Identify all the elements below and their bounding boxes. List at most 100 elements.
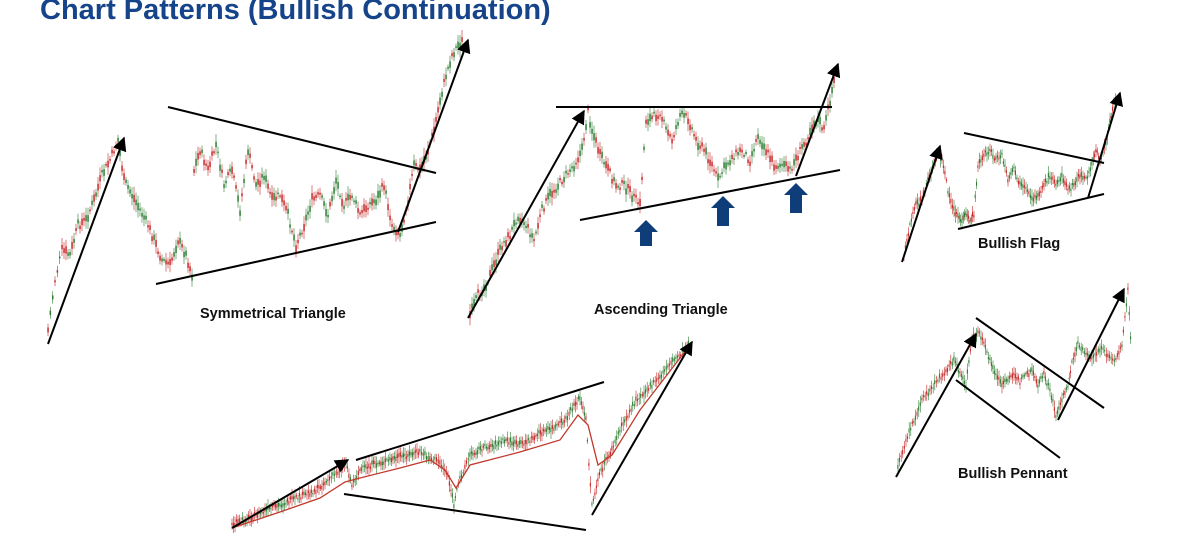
candle-body bbox=[213, 151, 215, 154]
candle-body bbox=[363, 465, 365, 468]
candle-body bbox=[783, 161, 785, 168]
candle-body bbox=[496, 444, 498, 447]
candle-body bbox=[417, 452, 419, 455]
candle-body bbox=[179, 237, 181, 244]
candle-body bbox=[897, 465, 899, 469]
candle-body bbox=[346, 466, 348, 469]
candle-body bbox=[638, 398, 640, 400]
candle-body bbox=[641, 394, 643, 396]
candle-body bbox=[1083, 351, 1085, 355]
candle-body bbox=[505, 240, 507, 247]
candle-body bbox=[369, 466, 371, 470]
candle-body bbox=[261, 510, 263, 514]
candle-body bbox=[1071, 360, 1073, 363]
candle-body bbox=[654, 380, 656, 383]
candle-body bbox=[390, 457, 392, 463]
candle-body bbox=[1127, 287, 1129, 290]
candle-body bbox=[633, 404, 635, 407]
candle-body bbox=[1056, 410, 1058, 414]
candle-body bbox=[335, 177, 337, 184]
candle-body bbox=[453, 52, 455, 58]
candle-body bbox=[1061, 398, 1063, 403]
candle-body bbox=[223, 184, 225, 188]
candle-body bbox=[970, 217, 972, 222]
candle-body bbox=[1068, 377, 1070, 380]
candle-body bbox=[369, 202, 371, 205]
candle-body bbox=[959, 371, 961, 374]
candle-body bbox=[676, 355, 678, 358]
candle-body bbox=[276, 504, 278, 509]
candle-body bbox=[533, 436, 535, 441]
candle-body bbox=[322, 482, 324, 486]
candle-body bbox=[659, 375, 661, 379]
candle-body bbox=[500, 441, 502, 444]
candle-body bbox=[71, 242, 73, 249]
candle-body bbox=[1094, 352, 1096, 356]
candle-body bbox=[245, 159, 247, 165]
candle-body bbox=[535, 435, 537, 437]
candle-body bbox=[341, 198, 343, 207]
candle-body bbox=[1086, 176, 1088, 179]
candle-body bbox=[353, 200, 355, 203]
candle-body bbox=[185, 250, 187, 256]
page-title: Chart Patterns (Bullish Continuation) bbox=[40, 0, 551, 26]
candle-body bbox=[1014, 374, 1016, 379]
candle-body bbox=[429, 456, 431, 461]
candle-body bbox=[297, 497, 299, 500]
candle-body bbox=[583, 138, 585, 141]
candle-body bbox=[478, 447, 480, 450]
candle-body bbox=[944, 170, 946, 175]
candle-body bbox=[591, 128, 593, 134]
candle-body bbox=[127, 185, 129, 189]
candle-body bbox=[509, 236, 511, 240]
candle-body bbox=[1052, 399, 1054, 402]
candle-body bbox=[723, 162, 725, 169]
candle-body bbox=[307, 211, 309, 215]
candle-body bbox=[279, 503, 281, 507]
panel-broadening-wedge bbox=[231, 336, 693, 533]
candle-body bbox=[545, 198, 547, 201]
candle-body bbox=[962, 376, 964, 380]
candle-body bbox=[143, 215, 145, 220]
candle-body bbox=[270, 507, 272, 510]
candle-body bbox=[1046, 383, 1048, 386]
candle-body bbox=[579, 150, 581, 156]
candle-body bbox=[966, 214, 968, 217]
candle-body bbox=[399, 232, 401, 237]
candle-body bbox=[681, 348, 683, 352]
candle-body bbox=[1035, 195, 1037, 200]
candle-body bbox=[1118, 350, 1120, 355]
candle-body bbox=[954, 360, 956, 363]
candle-body bbox=[241, 193, 243, 197]
candle-body bbox=[1026, 189, 1028, 192]
candle-body bbox=[633, 193, 635, 197]
candle-body bbox=[547, 192, 549, 200]
candle-body bbox=[512, 442, 514, 446]
candle-body bbox=[453, 504, 455, 508]
candle-body bbox=[287, 208, 289, 214]
candle-body bbox=[359, 468, 361, 472]
candle-body bbox=[277, 502, 279, 507]
candle-body bbox=[503, 241, 505, 243]
candle-body bbox=[366, 466, 368, 469]
candle-body bbox=[1100, 157, 1102, 160]
candle-body bbox=[167, 261, 169, 265]
candle-body bbox=[1047, 383, 1049, 386]
candle-body bbox=[539, 430, 541, 435]
candle-body bbox=[355, 200, 357, 204]
candle-body bbox=[965, 211, 967, 216]
candle-body bbox=[365, 464, 367, 469]
candle-body bbox=[905, 439, 907, 442]
candle-body bbox=[295, 245, 297, 253]
candle-body bbox=[769, 155, 771, 162]
candle-body bbox=[1004, 164, 1006, 167]
candle-body bbox=[292, 496, 294, 500]
candle-body bbox=[667, 129, 669, 136]
support-touch-arrow bbox=[711, 196, 735, 226]
candle-body bbox=[537, 222, 539, 229]
price-candles bbox=[897, 283, 1132, 476]
candle-body bbox=[969, 220, 971, 223]
candle-body bbox=[711, 161, 713, 167]
candle-body bbox=[392, 456, 394, 461]
candle-body bbox=[543, 208, 545, 212]
